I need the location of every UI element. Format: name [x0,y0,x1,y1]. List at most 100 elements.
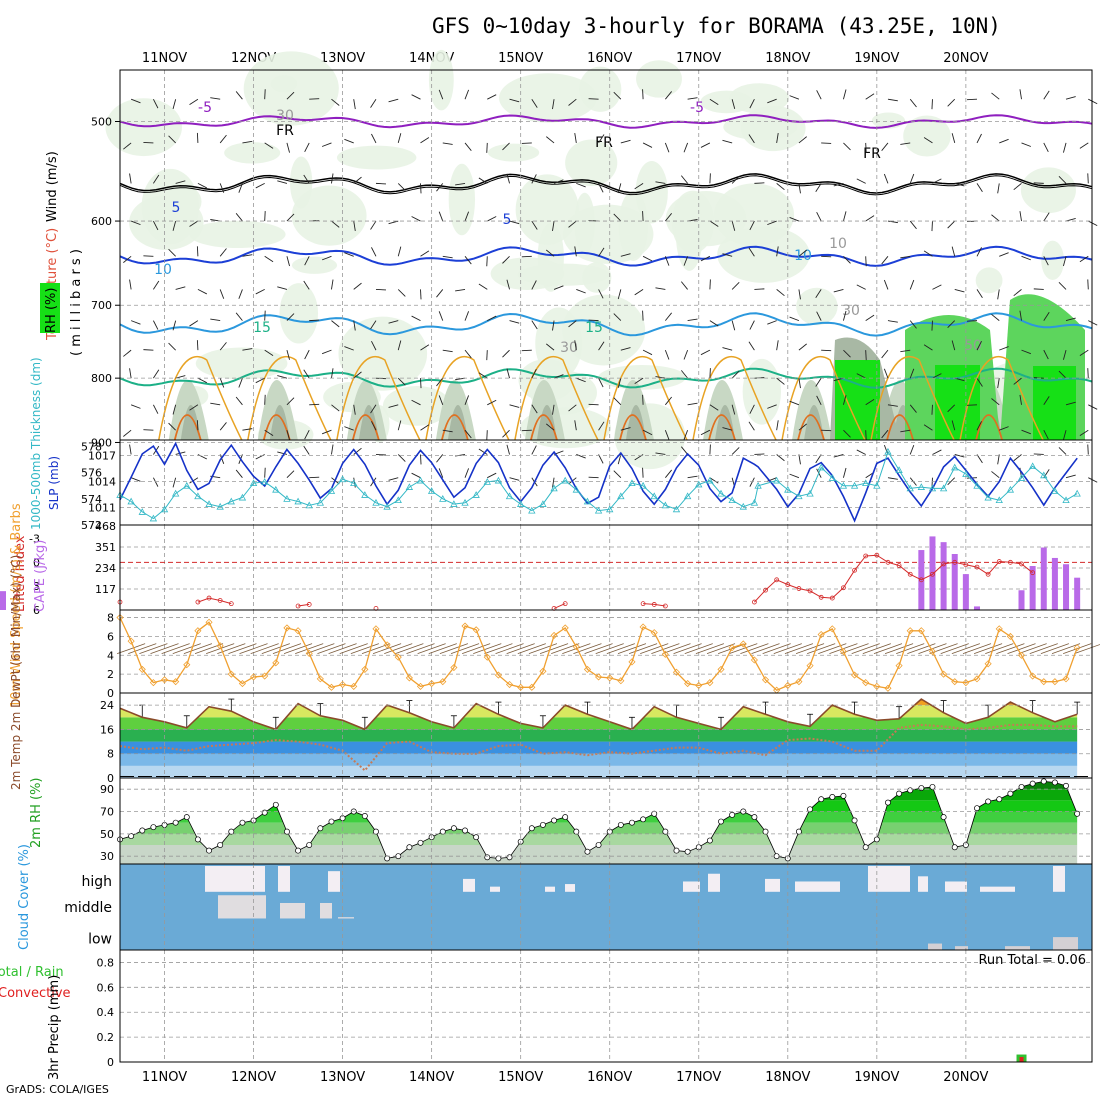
wind-barb [442,429,453,433]
thickness-point [427,487,436,494]
li-tick: 0 [33,556,40,569]
wind-barb [954,454,965,458]
cloud-mid-bar [280,902,305,919]
thickness-point [227,497,235,505]
rh-shade-bright [1033,366,1076,440]
wind-barb [455,182,466,186]
thickness-point [628,479,636,487]
li-point [662,603,668,609]
date-label-bottom: 12NOV [231,1070,276,1085]
wind-barb [130,320,141,325]
wind-barb [843,211,847,222]
temp-band [120,741,1078,754]
wind-barb [152,99,159,109]
wind-barb [683,142,689,153]
cloud-low-bar [928,943,942,950]
wind-barb [731,370,740,379]
wind-barb [748,134,755,144]
contour-label: 10 [794,248,812,264]
li-point [907,571,913,577]
wind-barb [286,256,290,267]
date-label-top: 18NOV [765,51,810,66]
wind-barb [687,402,698,406]
wind-barb [655,452,666,455]
contour-label: FR [595,135,613,151]
thickness-point [973,481,981,489]
thickness-point [205,500,213,507]
rh-point [1074,810,1081,817]
wind-barb [420,137,430,144]
wind-barb [1087,444,1089,455]
thickness-point [160,505,169,513]
rh-point [239,819,246,826]
wind-barb-10m [973,643,1003,655]
wind-barb [442,349,453,353]
wind-barb [331,320,340,328]
wind-barb [709,368,711,379]
wind-barb [411,315,421,322]
wind-barb [478,283,488,290]
thickness-point [750,498,759,506]
wind-barb [1043,212,1050,222]
wind-barb [1021,429,1032,435]
wind-barb-10m [395,643,424,655]
wind-barb [709,98,719,106]
contour-freezing [119,173,1093,194]
wind-barb [353,220,356,232]
wind-barb-10m [139,643,168,655]
wind-barb [331,444,334,455]
ytick-label: 700 [91,299,112,312]
ylabel-precip: 3hr Precip (mm) [47,975,62,1080]
rh-point [317,825,324,832]
wind-speed-point [684,680,692,688]
wind-barb [152,477,159,487]
wind-barb-10m [617,643,647,655]
wind-barb [966,404,978,406]
wind-barb [264,394,266,405]
wind-barb [687,318,698,322]
wind-barb [219,422,227,431]
wind-barb [843,310,847,321]
wind-barb [411,94,421,100]
chart-title: GFS 0~10day 3-hourly for BORAMA (43.25E,… [432,14,1001,38]
wind-barb [642,255,653,262]
wind-barb [552,220,555,232]
rh-point [807,806,813,813]
thickness-point [606,505,614,513]
wind-barb [438,89,444,100]
rh-shade-diurnal-dark [447,405,468,440]
temp-tick: 24 [100,699,114,712]
cloud-high-bar [1053,866,1065,892]
thickness-point [850,481,859,489]
wind-barb [130,98,141,104]
thickness-point [995,496,1003,504]
wind-barb-10m [428,643,457,655]
wind-barb [815,183,822,193]
wind-barb [909,320,917,329]
li-point [295,603,301,609]
wind-barb [304,429,310,440]
rh-point [829,794,836,800]
thickness-point [717,489,725,497]
contour-20 [247,355,332,441]
wind-barb [309,403,320,406]
wind-speed-point [1017,651,1026,659]
rh-point [172,819,179,826]
wind-barb [883,368,889,379]
wind-barb-10m [161,643,190,655]
thickness-point [338,475,347,483]
wind-barb [344,346,354,351]
thickness-point [494,476,503,484]
wind-barb-10m [194,643,224,655]
li-point [217,598,223,603]
wind-barb [371,341,377,351]
wind-barb [748,247,755,257]
contour-label: 30 [842,303,860,319]
rh-shade [336,145,417,170]
wind-barb [321,349,332,355]
wind-barb [947,320,956,329]
thickness-point [316,498,325,506]
wind-barb [634,377,644,384]
thickness-point [516,500,525,507]
wind-barb [123,349,132,357]
